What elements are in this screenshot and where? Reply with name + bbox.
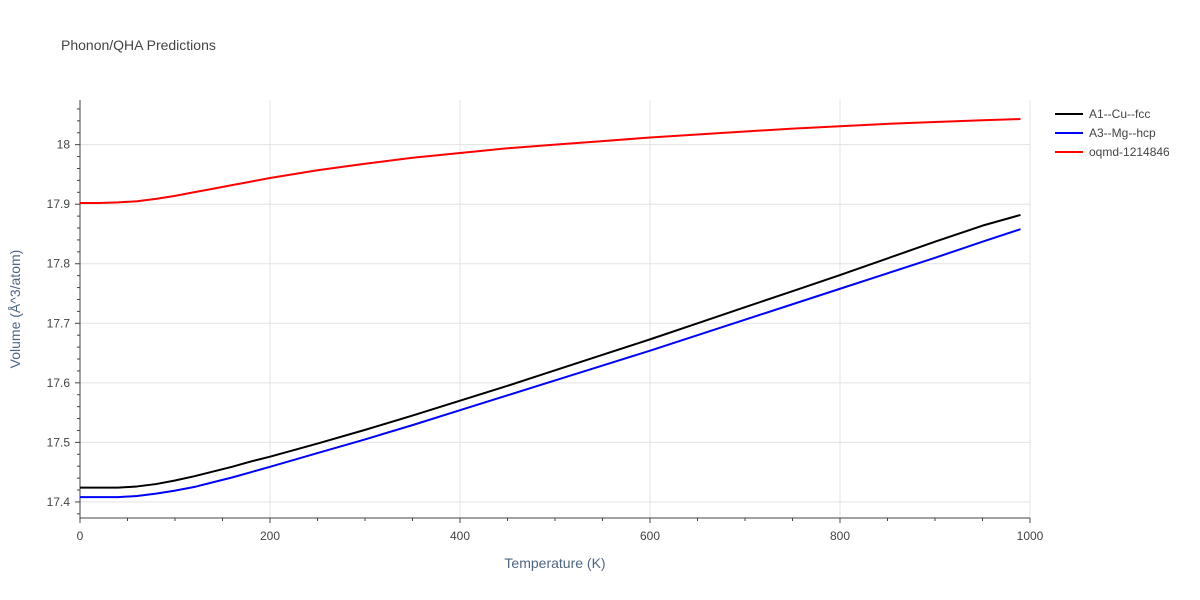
series-line-oqmd-1214846: [80, 118, 1021, 205]
plot-area: [80, 118, 1021, 499]
legend-item: A3--Mg--hcp: [1055, 126, 1156, 140]
x-tick-label: 0: [77, 529, 84, 543]
legend-label: A3--Mg--hcp: [1089, 126, 1156, 140]
legend: A1--Cu--fcc A3--Mg--hcp oqmd-1214846: [1055, 107, 1170, 159]
chart-title: Phonon/QHA Predictions: [61, 37, 216, 53]
y-tick-label: 18: [57, 138, 71, 152]
x-axis-title: Temperature (K): [504, 555, 605, 571]
y-tick-label: 17.6: [47, 376, 71, 390]
series-line-a1-cu-fcc: [80, 213, 1021, 489]
y-tick-label: 17.5: [47, 435, 71, 449]
x-tick-label: 800: [830, 529, 850, 543]
x-tick-label: 600: [640, 529, 660, 543]
y-tick-label: 17.4: [47, 495, 71, 509]
legend-item: A1--Cu--fcc: [1055, 107, 1150, 121]
x-tick-label: 1000: [1017, 529, 1044, 543]
legend-label: A1--Cu--fcc: [1089, 107, 1150, 121]
grid: [80, 100, 1031, 518]
y-axis-title: Volume (Å^3/atom): [7, 250, 23, 369]
y-tick-label: 17.8: [47, 257, 71, 271]
series-line-a3-mg-hcp: [80, 228, 1021, 499]
y-tick-label: 17.9: [47, 197, 71, 211]
y-tick-label: 17.7: [47, 316, 71, 330]
legend-label: oqmd-1214846: [1089, 145, 1170, 159]
x-tick-label: 400: [450, 529, 470, 543]
legend-item: oqmd-1214846: [1055, 145, 1170, 159]
x-tick-label: 200: [260, 529, 280, 543]
axes: 0 200 400 600 800 1000 17.4 17.5 17.6 17.7 17.8 17.…: [47, 100, 1044, 543]
